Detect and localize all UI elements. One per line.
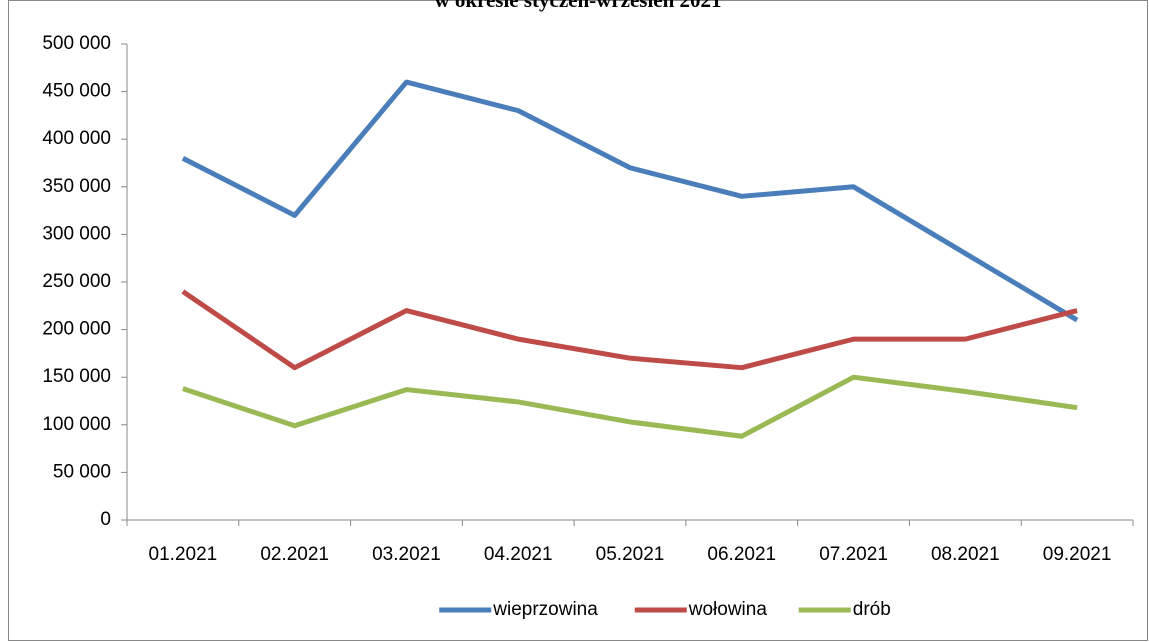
y-tick-label: 250 000 — [42, 271, 111, 292]
x-tick-label: 03.2021 — [372, 544, 441, 565]
y-tick-label: 0 — [100, 509, 111, 530]
x-tick-label: 08.2021 — [931, 544, 1000, 565]
y-tick-label: 400 000 — [42, 128, 111, 149]
x-tick-label: 09.2021 — [1043, 544, 1112, 565]
y-tick-label: 50 000 — [53, 461, 111, 482]
y-tick-label: 500 000 — [42, 33, 111, 54]
y-tick-label: 200 000 — [42, 319, 111, 340]
chart-frame — [8, 0, 1148, 641]
y-tick-label: 100 000 — [42, 414, 111, 435]
x-tick-label: 01.2021 — [149, 544, 218, 565]
x-tick-label: 05.2021 — [596, 544, 665, 565]
y-tick-label: 350 000 — [42, 176, 111, 197]
x-tick-label: 04.2021 — [484, 544, 553, 565]
legend-label: wołowina — [688, 599, 768, 620]
x-tick-label: 06.2021 — [707, 544, 776, 565]
legend-label: wieprzowina — [492, 599, 598, 620]
x-tick-label: 02.2021 — [260, 544, 329, 565]
x-tick-label: 07.2021 — [819, 544, 888, 565]
y-tick-label: 300 000 — [42, 223, 111, 244]
line-series — [182, 374, 1078, 439]
y-tick-label: 450 000 — [42, 81, 111, 102]
line-series — [181, 79, 1079, 323]
chart-title: w okresie styczeń-wrzesień 2021 — [434, 0, 721, 12]
line-series — [181, 289, 1078, 371]
legend-label: drób — [853, 599, 891, 620]
y-tick-label: 150 000 — [42, 366, 111, 387]
